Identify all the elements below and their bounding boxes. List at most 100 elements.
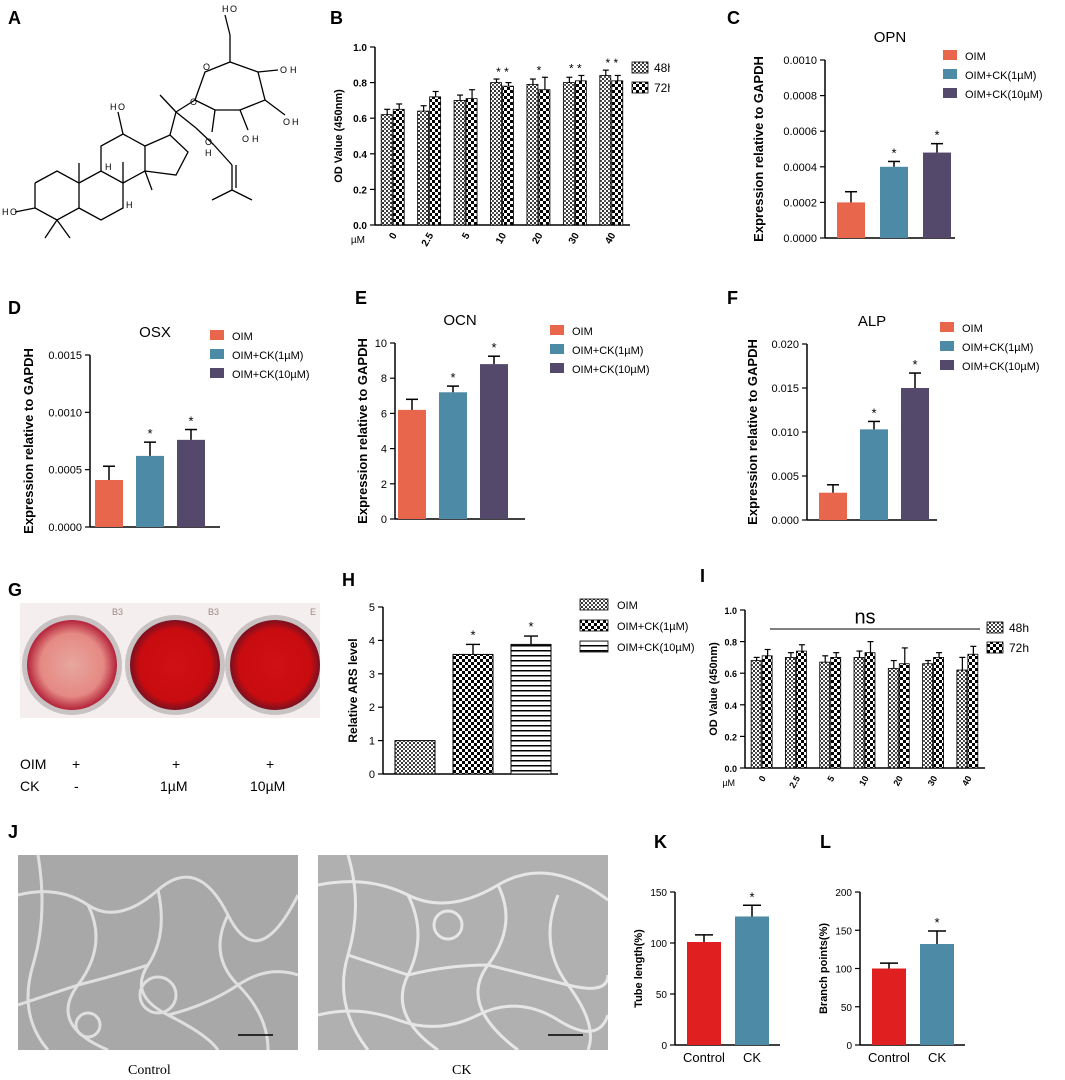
svg-text:H: H: [205, 148, 212, 158]
bar: [490, 82, 502, 226]
svg-text:O: O: [280, 65, 287, 75]
x-tick-label: 0: [757, 774, 768, 783]
y-tick-label: 4: [369, 635, 375, 647]
panel-label-g: G: [8, 580, 23, 600]
svg-text:O: O: [118, 102, 125, 112]
y-tick-label: 3: [369, 669, 375, 681]
legend-label: OIM+CK(10µM): [965, 89, 1043, 101]
legend-label: OIM+CK(10µM): [962, 361, 1040, 373]
bar: [417, 110, 430, 226]
y-tick-label: 0.0006: [783, 126, 817, 138]
y-tick-label: 0.8: [353, 79, 367, 90]
ns-annotation: ns: [854, 606, 875, 628]
significance-marker: *: [188, 414, 193, 429]
svg-text:B3: B3: [112, 607, 123, 617]
chart-e-ocn: 0 2 4 6 8 10 Expression relative to GAPDH OCN * *…: [355, 312, 650, 526]
legend-label: 48h: [654, 61, 670, 75]
y-axis-label: Expression relative to GAPDH: [751, 56, 766, 242]
bar: [901, 388, 929, 520]
well-ck-10um: [230, 620, 320, 710]
bar: [136, 455, 164, 527]
y-tick-label: 0.005: [771, 471, 799, 483]
significance-marker: *: [147, 426, 152, 441]
legend-label: OIM: [962, 323, 983, 335]
y-tick-label: 50: [841, 1003, 853, 1014]
x-tick-label: 30: [926, 774, 940, 788]
y-tick-label: 4: [381, 444, 387, 456]
y-axis-label: Expression relative to GAPDH: [355, 338, 370, 524]
bar: [923, 152, 951, 238]
y-tick-label: 0.6: [353, 114, 367, 125]
significance-marker: *: [450, 370, 455, 385]
svg-text:O: O: [203, 62, 210, 72]
bar: [95, 479, 123, 527]
y-tick-label: 0.0005: [48, 465, 82, 477]
legend-label: OIM: [965, 51, 986, 63]
micrograph-ck: [317, 854, 610, 1052]
y-tick-label: 0.0: [353, 221, 367, 232]
svg-text:O: O: [190, 97, 197, 107]
y-tick-label: 0.6: [724, 669, 737, 679]
chart-c-opn: 0.0000 0.0002 0.0004 0.0006 0.0008 0.0010 Expr…: [751, 30, 1043, 245]
y-tick-label: 0.0002: [783, 197, 817, 209]
bar: [380, 114, 393, 226]
legend-swatch: [943, 69, 957, 79]
y-tick-label: 150: [650, 888, 667, 899]
legend-label: OIM+CK(1µM): [617, 621, 688, 633]
bar: [574, 80, 587, 226]
legend-label: OIM+CK(10µM): [617, 642, 695, 654]
y-tick-label: 6: [381, 408, 387, 420]
bar: [819, 492, 847, 520]
x-tick-label: CK: [928, 1050, 946, 1065]
bar: [526, 83, 539, 226]
legend-label: 72h: [1009, 641, 1029, 655]
y-tick-label: 0.0015: [48, 350, 82, 362]
legend-swatch: [550, 363, 564, 373]
panel-label-h: H: [342, 570, 355, 590]
x-tick-label: 10: [857, 774, 871, 788]
y-tick-label: 5: [369, 602, 375, 614]
x-tick-label: 20: [891, 774, 905, 788]
x-tick-label: 10: [494, 231, 509, 247]
bar: [398, 409, 426, 519]
legend-label: OIM: [617, 600, 638, 612]
significance-marker: *: [749, 889, 754, 904]
row-label-ck: CK: [20, 778, 40, 794]
svg-text:H: H: [222, 4, 229, 14]
x-tick-label: 5: [460, 231, 473, 242]
panel-label-e: E: [355, 288, 368, 308]
legend-swatch: [943, 50, 957, 60]
y-tick-label: 0.015: [771, 383, 799, 395]
legend-swatch: [579, 598, 609, 611]
svg-text:H: H: [110, 102, 117, 112]
bar: [796, 650, 807, 769]
svg-text:E: E: [310, 607, 316, 617]
svg-text:H: H: [292, 117, 299, 127]
svg-text:H: H: [2, 207, 9, 217]
svg-text:H: H: [105, 162, 112, 172]
ck-value-2: 1µM: [160, 778, 188, 794]
legend-label: OIM: [572, 326, 593, 338]
y-tick-label: 1.0: [724, 606, 737, 616]
bar: [887, 668, 899, 769]
x-tick-label: 5: [825, 774, 836, 783]
y-tick-label: 0.2: [724, 732, 737, 742]
significance-marker: *: [470, 627, 475, 642]
y-tick-label: 100: [650, 939, 667, 950]
caption-control: Control: [128, 1063, 171, 1078]
bar: [750, 660, 762, 769]
significance-marker: *: [871, 405, 876, 420]
legend-label: 48h: [1009, 621, 1029, 635]
bar: [880, 166, 908, 238]
y-tick-label: 0.4: [353, 150, 367, 161]
bar: [480, 364, 508, 519]
bar: [837, 202, 865, 238]
legend-swatch: [550, 325, 564, 335]
y-tick-label: 0: [369, 769, 375, 781]
legend-label: 72h: [654, 81, 670, 95]
well-ck-1um: [130, 620, 220, 710]
bar: [394, 740, 436, 775]
bar: [429, 96, 442, 226]
x-unit-label: µM: [351, 235, 365, 246]
bar: [392, 108, 405, 226]
